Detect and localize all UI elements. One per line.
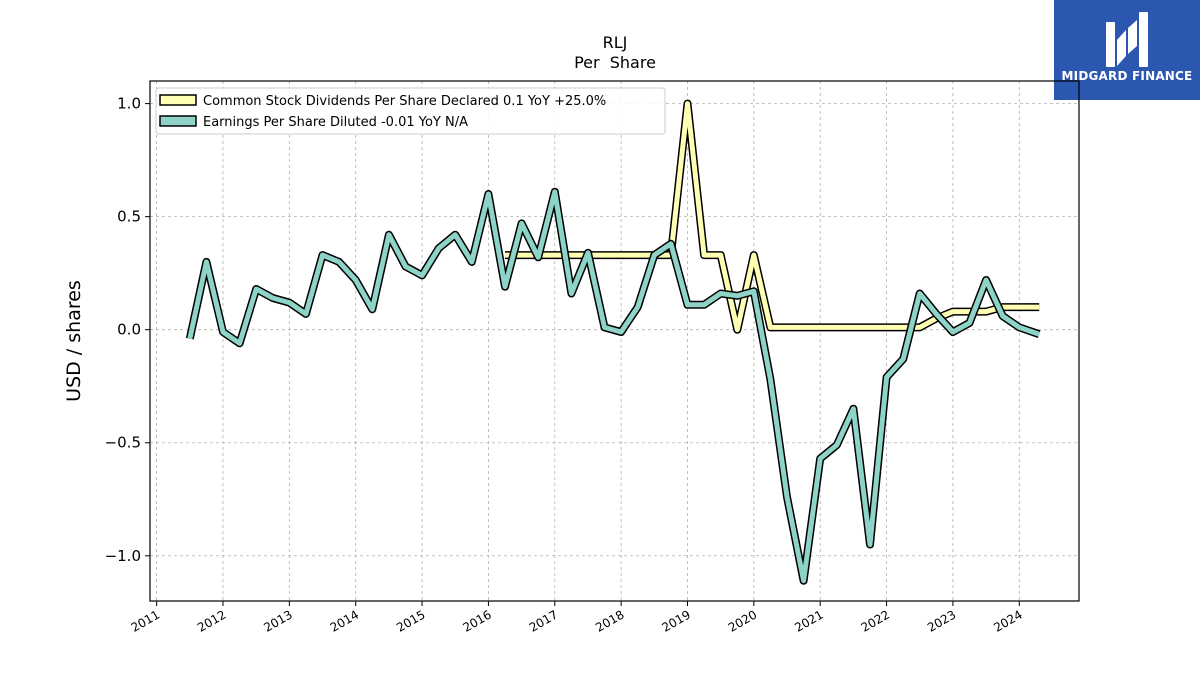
series-line-1 [187,189,1041,584]
legend-swatch-1 [159,115,197,127]
brand-logo: MIDGARD FINANCE [1054,0,1200,100]
brand-name: MIDGARD FINANCE [1061,69,1193,83]
x-axis-ticks: 2011 2012 2013 2014 2015 2016 2017 2018 2019 2020… [129,601,1025,635]
data-series [185,99,1041,585]
y-tick-label: −0.5 [105,434,141,452]
series-outline-0 [505,99,1040,334]
x-tick-label: 2021 [792,607,825,634]
x-tick-label: 2014 [328,607,361,634]
y-tick-label: 0.5 [117,208,141,226]
x-tick-label: 2024 [991,607,1024,634]
legend-box [155,87,666,135]
legend-label-1: Earnings Per Share Diluted -0.01 YoY N/A [203,115,468,130]
chart-subtitle: Per Share [574,53,656,72]
x-tick-label: 2017 [527,607,560,634]
x-tick-label: 2022 [859,607,892,634]
x-tick-label: 2018 [593,607,626,634]
legend-swatch-0 [159,94,197,106]
plot-frame [149,80,1080,602]
x-tick-label: 2011 [129,607,162,634]
legend: Common Stock Dividends Per Share Declare… [155,87,666,135]
y-tick-label: −1.0 [105,547,141,565]
y-tick-label: 0.0 [117,321,141,339]
y-tick-label: 1.0 [117,95,141,113]
series-line-0 [505,101,1040,333]
series-outline-1 [185,187,1041,585]
x-tick-label: 2020 [726,607,759,634]
legend-label-0: Common Stock Dividends Per Share Declare… [203,94,606,109]
x-tick-label: 2013 [261,607,294,634]
midgard-logo-icon [1106,12,1148,67]
x-tick-label: 2019 [660,607,693,634]
chart-title: RLJ [603,33,628,52]
x-tick-label: 2012 [195,607,228,634]
grid-lines [150,81,1079,601]
y-axis-ticks: 1.0 0.5 0.0 −0.5 −1.0 [105,95,150,565]
y-axis-label: USD / shares [63,280,85,402]
x-tick-label: 2023 [925,607,958,634]
x-tick-label: 2015 [394,607,427,634]
x-tick-label: 2016 [460,607,493,634]
